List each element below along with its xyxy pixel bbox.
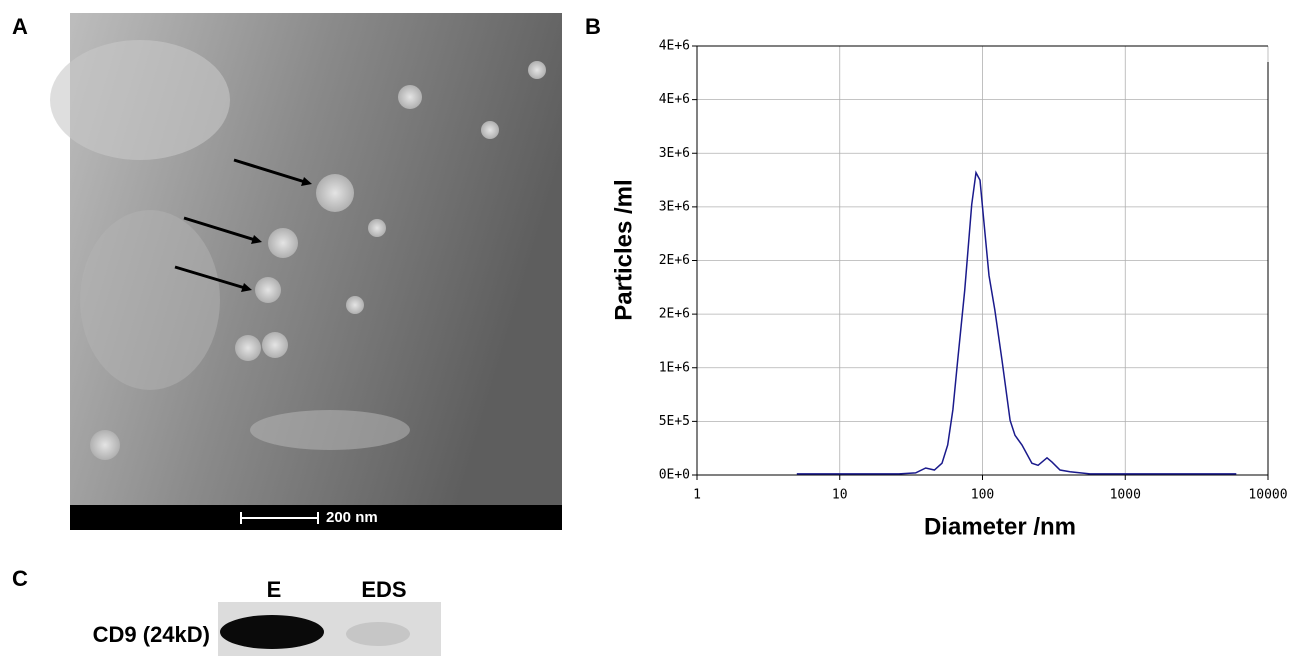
x-tick-label: 1000 [1110,488,1141,503]
lane-label: EDS [361,577,406,602]
x-axis-title: Diameter /nm [924,513,1076,540]
panel-label: B [585,14,601,39]
y-axis-title: Particles /ml [610,179,637,320]
y-tick-label: 5E+5 [659,414,690,429]
lane-label: E [267,577,282,602]
tem-image [50,13,562,530]
panel-label: A [12,14,28,39]
panel-label: C [12,566,28,591]
x-tick-label: 10000 [1248,488,1287,503]
x-tick-label: 100 [971,488,994,503]
band-label: CD9 (24kD) [93,622,210,647]
y-tick-label: 1E+6 [659,360,690,375]
scale-bar-label: 200 nm [326,509,378,526]
x-tick-label: 10 [832,488,848,503]
y-tick-label: 0E+0 [659,468,690,483]
y-tick-label: 3E+6 [659,146,690,161]
western-blot [218,602,441,656]
y-tick-label: 2E+6 [659,253,690,268]
y-tick-label: 4E+6 [659,39,690,54]
x-tick-label: 1 [693,488,701,503]
y-tick-label: 2E+6 [659,307,690,322]
data-line [796,170,1237,475]
y-tick-label: 4E+6 [659,92,690,107]
y-tick-label: 3E+6 [659,199,690,214]
